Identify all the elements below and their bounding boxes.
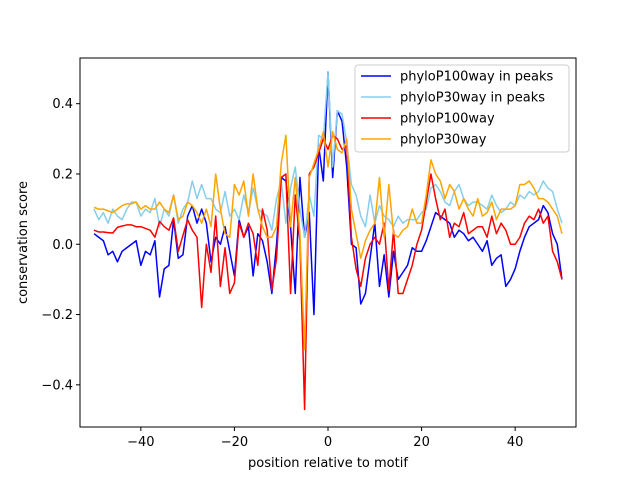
x-axis-label: position relative to motif bbox=[248, 456, 408, 471]
y-axis-label: conservation score bbox=[16, 181, 31, 304]
x-tick-label: 0 bbox=[324, 435, 332, 450]
legend-label-1: phyloP30way in peaks bbox=[400, 91, 545, 106]
series-line-3 bbox=[93, 131, 563, 351]
x-tick-label: −40 bbox=[127, 435, 154, 450]
y-tick-label: −0.4 bbox=[41, 378, 73, 393]
y-tick-label: −0.2 bbox=[41, 308, 73, 323]
legend-label-2: phyloP100way bbox=[400, 112, 495, 127]
legend-label-0: phyloP100way in peaks bbox=[400, 70, 554, 85]
x-tick-label: 20 bbox=[413, 435, 430, 450]
x-tick-label: 40 bbox=[507, 435, 524, 450]
legend: phyloP100way in peaks phyloP30way in peak… bbox=[354, 64, 570, 153]
y-tick-label: 0.2 bbox=[52, 167, 73, 182]
series-layer bbox=[93, 71, 563, 411]
y-tick-label: 0.4 bbox=[52, 97, 73, 112]
legend-box bbox=[354, 64, 570, 153]
x-tick-label: −20 bbox=[221, 435, 248, 450]
y-axis: −0.4 −0.2 0.0 0.2 0.4 bbox=[41, 97, 80, 393]
y-tick-label: 0.0 bbox=[52, 238, 73, 253]
x-axis: −40 −20 0 20 40 bbox=[127, 427, 523, 450]
series-line-2 bbox=[93, 134, 563, 411]
legend-label-3: phyloP30way bbox=[400, 133, 487, 148]
